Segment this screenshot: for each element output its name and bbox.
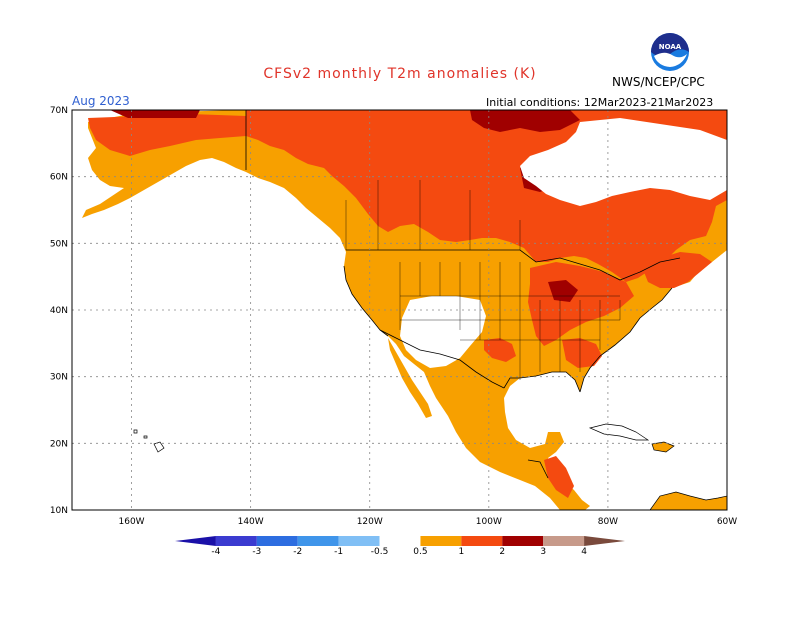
axis-labels: 70N 60N 50N 40N 30N 20N 10N 160W 140W 120W 100W 80W… [50, 106, 737, 527]
lat-label: 40N [50, 306, 68, 316]
legend-label: -0.5 [371, 547, 389, 557]
us-mexico-border [379, 329, 505, 389]
legend-label: 3 [540, 547, 546, 557]
legend-swatch [461, 536, 503, 546]
legend-swatch [543, 536, 585, 546]
political-borders [245, 110, 681, 479]
noaa-logo: NOAA [651, 33, 689, 71]
legend-label: -3 [252, 547, 261, 557]
lat-label: 20N [50, 439, 68, 449]
legend-swatch [502, 536, 544, 546]
map-frame [71, 109, 728, 511]
legend-label: -4 [211, 547, 220, 557]
agency-label: NWS/NCEP/CPC [612, 75, 705, 89]
anomaly-central-america [544, 456, 574, 498]
lat-label: 50N [50, 239, 68, 249]
anomaly-new-england [640, 252, 712, 288]
lon-label: 120W [357, 517, 383, 527]
lon-label: 80W [598, 517, 618, 527]
legend-label: 1 [458, 547, 464, 557]
lon-label: 140W [238, 517, 264, 527]
legend-label: 2 [499, 547, 505, 557]
legend-swatch [338, 536, 380, 546]
lon-label: 100W [476, 517, 502, 527]
coastline-west [343, 265, 389, 337]
anomaly-alaska-dark [110, 110, 200, 118]
legend-swatch [584, 536, 625, 546]
province-lines [345, 180, 521, 250]
legend-swatch [420, 536, 462, 546]
legend-label: -1 [334, 547, 343, 557]
hawaii [133, 429, 165, 453]
mexico-central-border [527, 459, 549, 479]
legend-swatch [256, 536, 298, 546]
anomaly-texas-patch [484, 338, 516, 362]
lat-label: 60N [50, 173, 68, 183]
lat-lon-grid [72, 110, 727, 510]
legend-label: -2 [293, 547, 302, 557]
cuba [588, 423, 650, 441]
legend-label: 0.5 [413, 547, 427, 557]
lon-label: 60W [717, 517, 737, 527]
initial-conditions: Initial conditions: 12Mar2023-21Mar2023 [486, 96, 714, 109]
lat-label: 10N [50, 506, 68, 516]
lat-label: 30N [50, 373, 68, 383]
legend-swatch [379, 536, 421, 546]
anomaly-southeast [562, 338, 602, 368]
anomaly-alaska-north [88, 114, 246, 156]
coastline-gulf [503, 371, 581, 393]
anomaly-arctic-dark [470, 110, 580, 132]
anomaly-greatlakes-dark [548, 280, 578, 302]
map-title: CFSv2 monthly T2m anomalies (K) [263, 66, 537, 82]
legend-label: 4 [581, 547, 587, 557]
color-legend: -4 -3 -2 -1 -0.5 0.5 1 2 3 4 [175, 536, 625, 557]
target-month: Aug 2023 [72, 94, 130, 108]
legend-swatch [297, 536, 339, 546]
lon-label: 160W [119, 517, 145, 527]
lat-label: 70N [50, 106, 68, 116]
hispaniola [651, 441, 675, 453]
baja-california [388, 338, 432, 418]
legend-swatch [215, 536, 257, 546]
coastline-east [579, 287, 673, 393]
logo-lettering: NOAA [659, 43, 682, 51]
neutral-greenland [520, 118, 727, 206]
legend-swatch [175, 536, 216, 546]
